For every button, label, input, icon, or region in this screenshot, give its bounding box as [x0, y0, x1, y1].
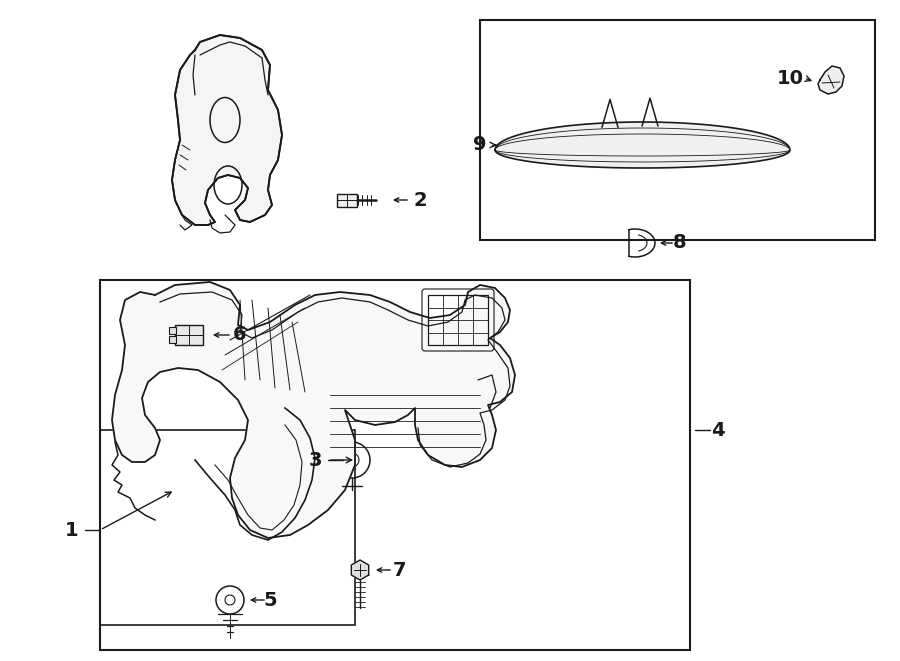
Polygon shape — [172, 35, 282, 225]
Polygon shape — [112, 282, 515, 538]
Polygon shape — [818, 66, 844, 94]
Text: 1: 1 — [65, 520, 79, 539]
Text: 10: 10 — [777, 69, 804, 87]
Text: 2: 2 — [413, 190, 427, 210]
Text: 9: 9 — [473, 136, 487, 155]
Bar — [169, 327, 176, 334]
Text: 7: 7 — [393, 561, 407, 580]
Bar — [480, 20, 875, 240]
Bar — [337, 194, 356, 207]
Text: 6: 6 — [233, 325, 247, 344]
Text: 3: 3 — [308, 451, 322, 469]
Bar — [175, 325, 203, 345]
Text: 5: 5 — [263, 590, 277, 609]
Text: 8: 8 — [673, 233, 687, 253]
Bar — [100, 280, 690, 650]
Bar — [169, 336, 176, 343]
Bar — [428, 295, 488, 345]
Polygon shape — [495, 122, 790, 168]
Text: 4: 4 — [711, 420, 724, 440]
Polygon shape — [351, 560, 369, 580]
Bar — [100, 430, 355, 625]
